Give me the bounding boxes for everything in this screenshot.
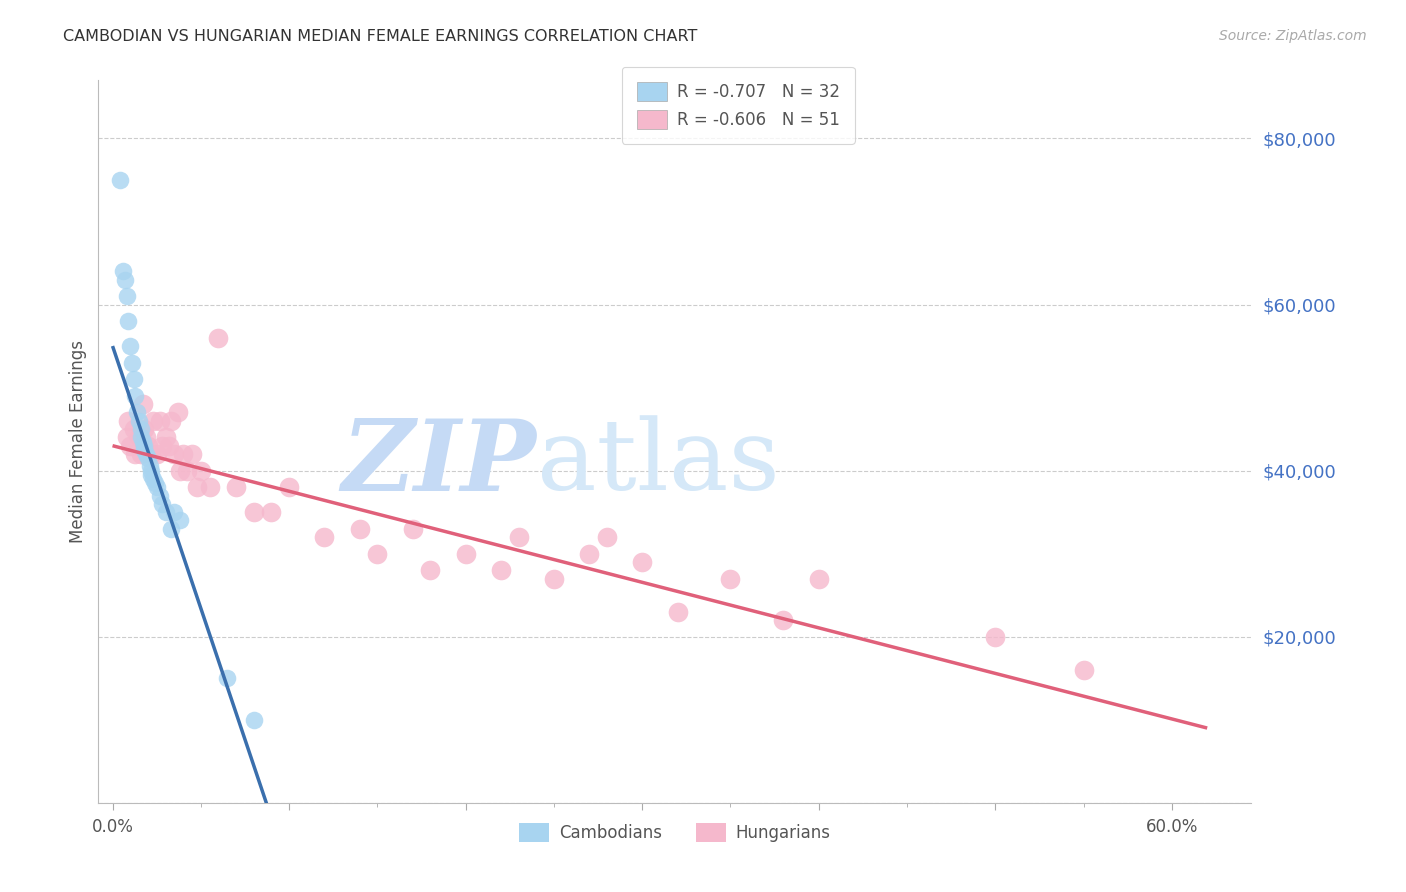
Point xyxy=(984,630,1007,644)
Point xyxy=(543,572,565,586)
Point xyxy=(169,513,191,527)
Point xyxy=(172,447,194,461)
Point xyxy=(666,605,689,619)
Point xyxy=(142,414,165,428)
Point xyxy=(134,439,156,453)
Point xyxy=(772,613,794,627)
Point xyxy=(115,430,138,444)
Point xyxy=(141,447,163,461)
Point xyxy=(117,414,139,428)
Point xyxy=(134,422,156,436)
Point xyxy=(454,547,477,561)
Point xyxy=(115,289,138,303)
Point xyxy=(129,422,152,436)
Point xyxy=(155,505,177,519)
Point xyxy=(149,414,172,428)
Point xyxy=(1073,663,1095,677)
Point xyxy=(120,439,142,453)
Legend: Cambodians, Hungarians: Cambodians, Hungarians xyxy=(513,816,837,848)
Point xyxy=(114,272,136,286)
Point xyxy=(243,713,266,727)
Point xyxy=(807,572,830,586)
Point xyxy=(145,480,167,494)
Point xyxy=(112,264,135,278)
Point xyxy=(128,414,150,428)
Point xyxy=(508,530,530,544)
Point xyxy=(720,572,742,586)
Point xyxy=(138,459,160,474)
Point xyxy=(108,173,131,187)
Point xyxy=(163,505,186,519)
Point xyxy=(142,472,165,486)
Point xyxy=(167,405,190,419)
Point xyxy=(121,356,143,370)
Point xyxy=(169,464,191,478)
Point xyxy=(117,314,139,328)
Point xyxy=(243,505,266,519)
Point xyxy=(578,547,600,561)
Point xyxy=(129,430,152,444)
Point xyxy=(596,530,619,544)
Text: ZIP: ZIP xyxy=(342,415,537,511)
Point xyxy=(141,467,163,482)
Point xyxy=(366,547,388,561)
Point xyxy=(124,389,146,403)
Point xyxy=(135,430,157,444)
Point xyxy=(122,372,145,386)
Point xyxy=(157,439,180,453)
Point xyxy=(278,480,301,494)
Point xyxy=(128,430,150,444)
Point xyxy=(136,451,159,466)
Point xyxy=(207,331,229,345)
Point xyxy=(124,447,146,461)
Point xyxy=(181,447,204,461)
Point xyxy=(198,480,221,494)
Point xyxy=(402,522,425,536)
Point xyxy=(419,563,441,577)
Point xyxy=(129,447,152,461)
Point xyxy=(135,447,157,461)
Point xyxy=(260,505,283,519)
Point xyxy=(134,442,156,457)
Point xyxy=(136,439,159,453)
Point xyxy=(141,464,163,478)
Point xyxy=(120,339,142,353)
Point xyxy=(159,414,181,428)
Point xyxy=(349,522,371,536)
Point xyxy=(150,439,173,453)
Point xyxy=(176,464,198,478)
Point xyxy=(489,563,512,577)
Point xyxy=(150,497,173,511)
Point xyxy=(127,405,149,419)
Point xyxy=(225,480,247,494)
Y-axis label: Median Female Earnings: Median Female Earnings xyxy=(69,340,87,543)
Point xyxy=(155,430,177,444)
Point xyxy=(143,476,166,491)
Point xyxy=(122,422,145,436)
Text: CAMBODIAN VS HUNGARIAN MEDIAN FEMALE EARNINGS CORRELATION CHART: CAMBODIAN VS HUNGARIAN MEDIAN FEMALE EAR… xyxy=(63,29,697,44)
Point xyxy=(145,447,167,461)
Point xyxy=(149,489,172,503)
Point xyxy=(163,447,186,461)
Point xyxy=(131,434,153,449)
Text: Source: ZipAtlas.com: Source: ZipAtlas.com xyxy=(1219,29,1367,43)
Point xyxy=(159,522,181,536)
Point xyxy=(186,480,208,494)
Point xyxy=(631,555,654,569)
Point xyxy=(314,530,336,544)
Point xyxy=(131,397,153,411)
Point xyxy=(190,464,212,478)
Point xyxy=(217,671,239,685)
Text: atlas: atlas xyxy=(537,416,779,511)
